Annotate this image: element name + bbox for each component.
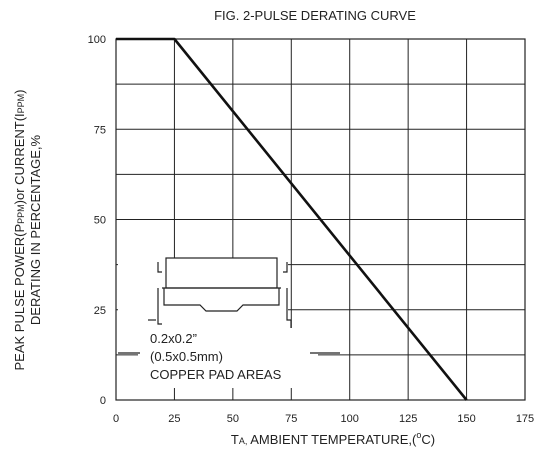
x-tick-label: 25 [168,413,180,425]
annotation-line-1: 0.2x0.2” [150,331,197,346]
y-tick-label: 100 [88,34,106,46]
svg-text:PEAK PULSE POWER(PPPM)or CURRE: PEAK PULSE POWER(PPPM)or CURRENT(IPPM) [12,89,27,370]
annotation-line-2: (0.5x0.5mm) [150,349,223,364]
x-tick-label: 150 [457,413,475,425]
x-tick-label: 75 [285,413,297,425]
derating-curve-line [116,37,468,401]
y-tick-label: 25 [94,305,106,317]
y-tick-label: 75 [94,124,106,136]
x-tick-labels: 0 25 50 75 100 125 150 175 [113,413,534,425]
plot-frame [115,38,526,401]
x-axis-label: TA, AMBIENT TEMPERATURE,(oC) [231,430,435,447]
annotation-line-3: COPPER PAD AREAS [150,367,282,382]
y-tick-labels: 0 25 50 75 100 [88,34,106,407]
y-tick-label: 50 [94,215,106,227]
grid [116,39,525,400]
x-tick-label: 125 [399,413,417,425]
series-lines [116,37,468,401]
chart-title: FIG. 2-PULSE DERATING CURVE [214,8,416,23]
y-tick-label: 0 [100,395,106,407]
x-tick-label: 175 [516,413,534,425]
x-tick-label: 0 [113,413,119,425]
x-tick-label: 50 [227,413,239,425]
svg-text:DERATING IN PERCENTAGE,%: DERATING IN PERCENTAGE,% [28,134,43,325]
x-tick-label: 100 [341,413,359,425]
y-axis-label: PEAK PULSE POWER(PPPM)or CURRENT(IPPM) D… [12,89,43,370]
copper-pad-package-drawing [118,257,292,334]
